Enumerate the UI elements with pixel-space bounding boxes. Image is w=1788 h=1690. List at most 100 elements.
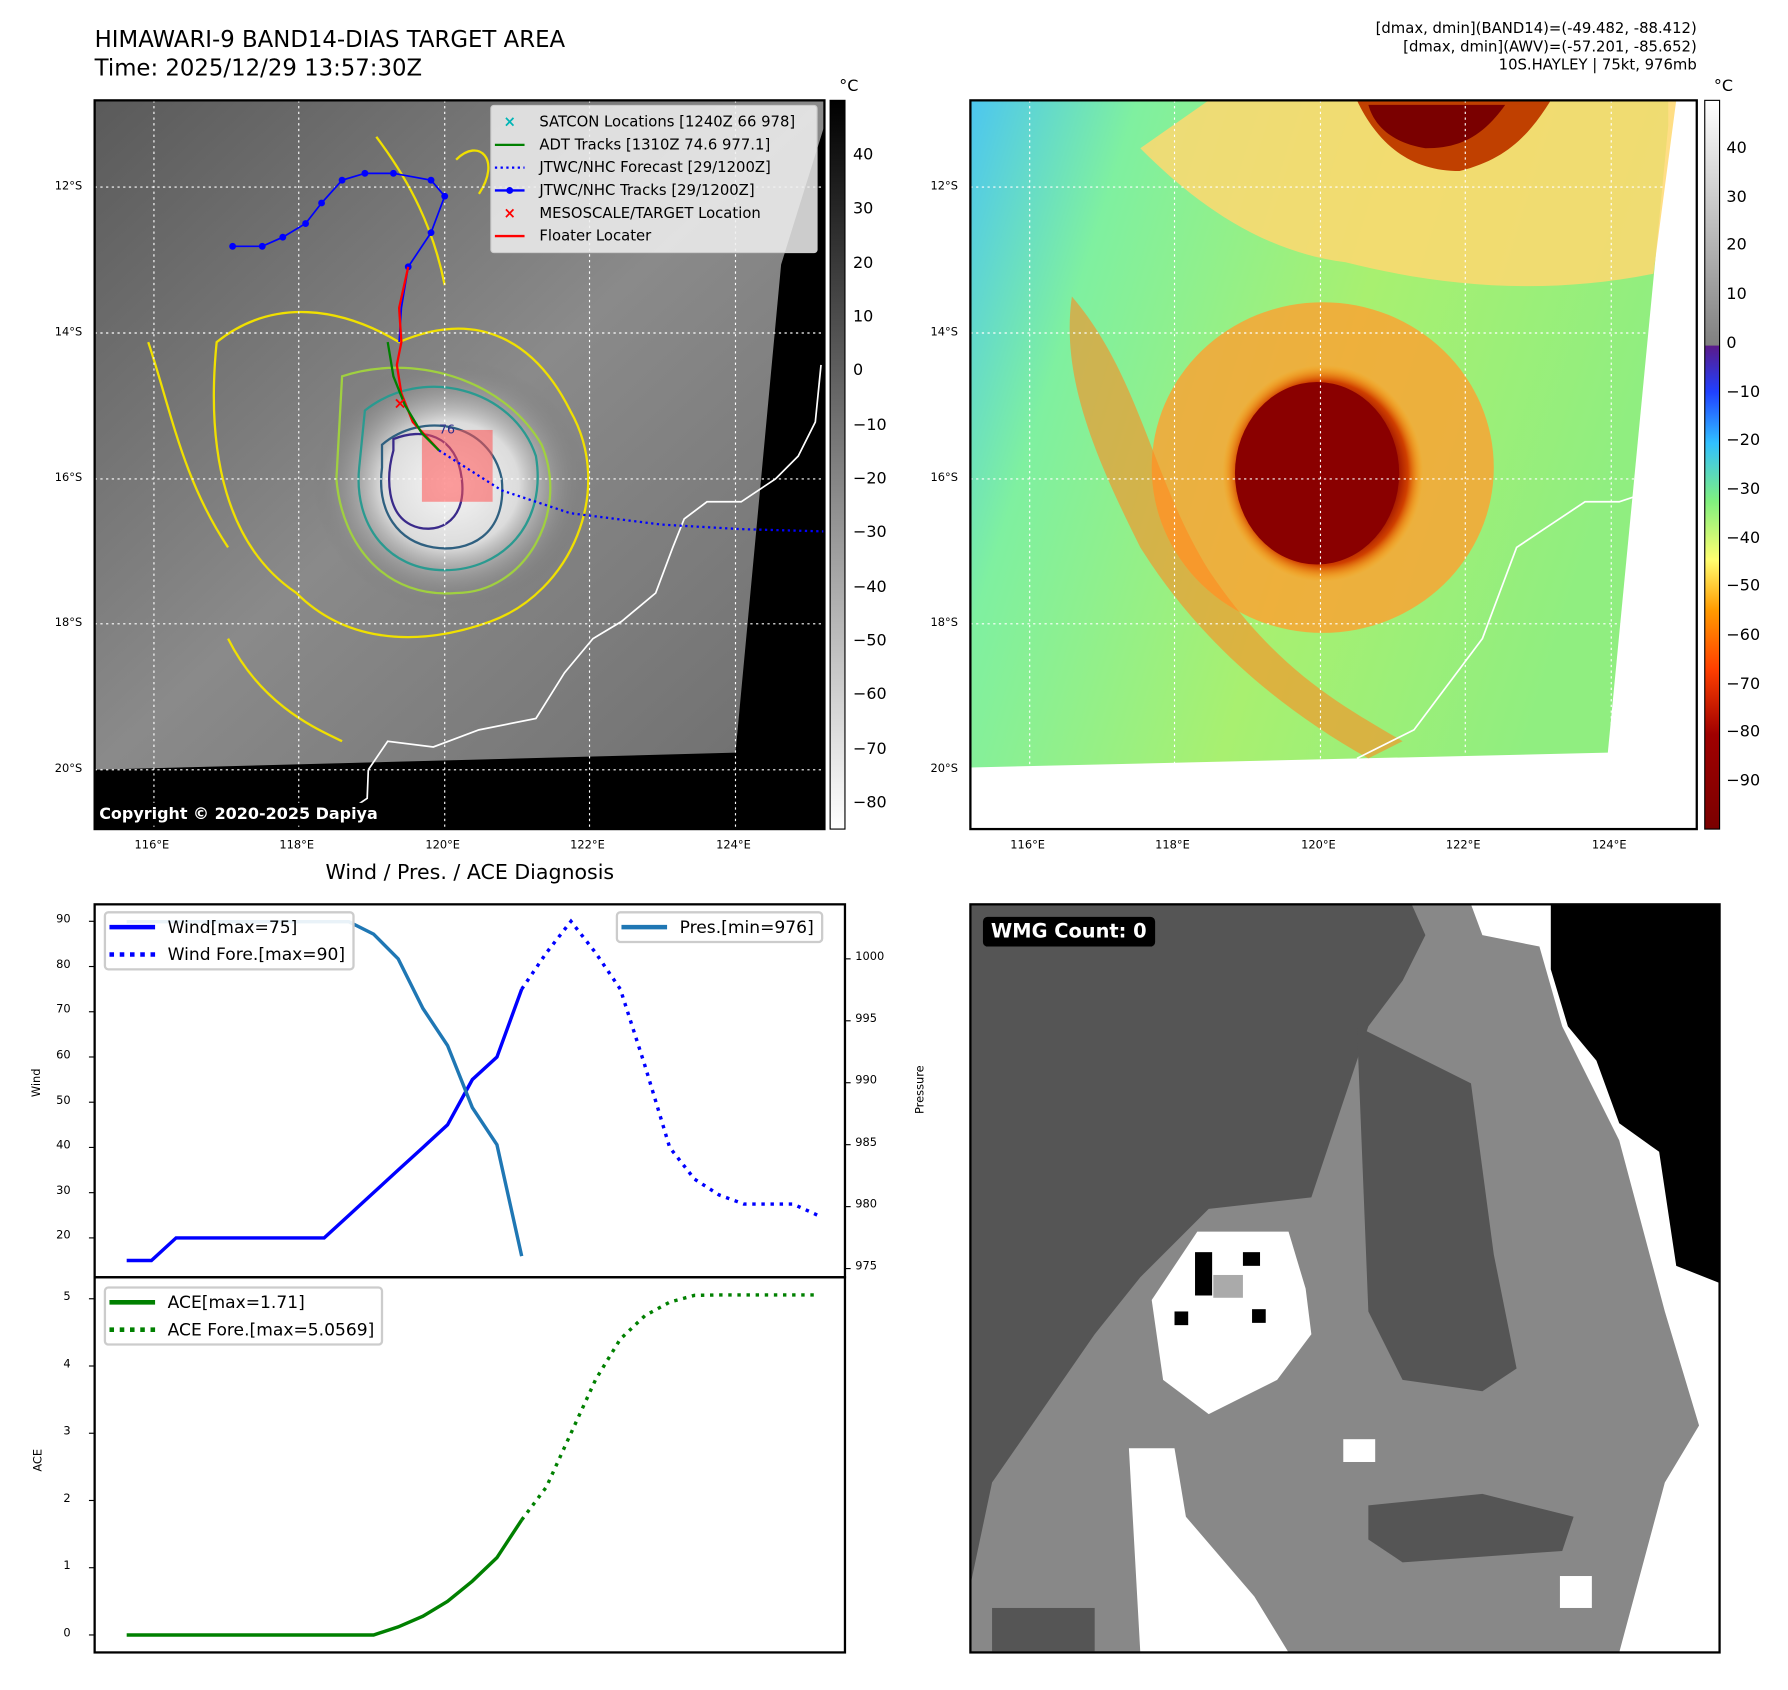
lon-label: 124°E xyxy=(1591,839,1627,852)
x-marker-icon: × xyxy=(503,113,516,131)
colorbar-tick: −60 xyxy=(852,685,887,704)
legend-label: Floater Locater xyxy=(539,227,652,245)
title-line: HIMAWARI-9 BAND14-DIAS TARGET AREA xyxy=(94,25,566,53)
solid-steelblue-line-icon xyxy=(618,924,670,930)
chart-title: Wind / Pres. / ACE Diagnosis xyxy=(325,861,615,885)
y-tick-label: 40 xyxy=(56,1139,71,1152)
y-tick-label: 60 xyxy=(56,1048,71,1062)
colorbar-tick: 40 xyxy=(852,145,874,165)
figure-title: HIMAWARI-9 BAND14-DIAS TARGET AREA Time:… xyxy=(95,25,565,82)
lon-label: 116°E xyxy=(134,839,170,852)
pressure-axis-label: Pressure xyxy=(914,1065,927,1115)
lat-label: 20°S xyxy=(54,762,83,776)
lon-label: 122°E xyxy=(1445,839,1481,852)
y-tick-label: 4 xyxy=(63,1358,71,1371)
right-colorbar xyxy=(1704,99,1721,830)
series-line-wind-fore- xyxy=(520,918,819,1217)
map-legend: × SATCON Locations [1240Z 66 978] ADT Trac… xyxy=(490,104,818,254)
lon-label: 122°E xyxy=(570,839,605,852)
svg-text:×: × xyxy=(393,393,406,412)
lat-label: 14°S xyxy=(54,326,83,339)
legend-label: ADT Tracks [1310Z 74.6 977.1] xyxy=(539,136,771,154)
y-tick-label: 20 xyxy=(56,1229,71,1243)
colorbar-tick: −70 xyxy=(1726,674,1761,694)
colorbar-tick: 20 xyxy=(1726,236,1747,255)
y-tick-label: 0 xyxy=(63,1626,71,1640)
lat-label: 12°S xyxy=(930,180,958,193)
lon-label: 124°E xyxy=(716,839,751,852)
colorbar-tick: 20 xyxy=(852,253,874,273)
wmg-count-badge: WMG Count: 0 xyxy=(982,916,1155,947)
legend-label: MESOSCALE/TARGET Location xyxy=(539,204,761,222)
band14-range: [dmax, dmin](BAND14)=(-49.482, -88.412) xyxy=(1375,20,1697,38)
y-tick-right-label: 975 xyxy=(855,1260,877,1274)
wmg-panel xyxy=(969,903,1721,1654)
y-tick-right-label: 1000 xyxy=(855,950,885,964)
storm-summary: 10S.HAYLEY | 75kt, 976mb xyxy=(1498,57,1697,75)
lon-label: 118°E xyxy=(279,839,315,852)
colorbar-tick: −10 xyxy=(1726,382,1761,401)
colorbar-tick: 30 xyxy=(852,199,874,219)
awv-map-panel xyxy=(969,99,1721,831)
coastline-right xyxy=(1356,489,1654,760)
colorbar-tick: −90 xyxy=(1726,772,1761,791)
colorbar-tick: −40 xyxy=(1726,528,1761,547)
lat-label: 16°S xyxy=(54,472,83,485)
legend-item: Floater Locater xyxy=(491,225,651,248)
line-dot-icon xyxy=(494,186,526,195)
colorbar-tick: 10 xyxy=(852,307,874,327)
time-line: Time: 2025/12/29 13:57:30Z xyxy=(94,53,423,81)
legend-item: × SATCON Locations [1240Z 66 978] xyxy=(491,111,795,134)
colorbar-tick: −50 xyxy=(1726,577,1761,596)
colorbar-tick: 0 xyxy=(852,361,864,381)
y-tick-label: 80 xyxy=(56,958,71,972)
y-tick-label: 5 xyxy=(63,1290,71,1304)
ace-legend: ACE[max=1.71] ACE Fore.[max=5.0569] xyxy=(103,1286,384,1346)
series-line-pres- xyxy=(126,919,524,1257)
colorbar-tick: −10 xyxy=(852,415,887,435)
legend-label: JTWC/NHC Tracks [29/1200Z] xyxy=(539,181,755,199)
colorbar-tick: 10 xyxy=(1726,285,1747,304)
lon-label: 118°E xyxy=(1155,839,1190,852)
wind-legend: Wind[max=75] Wind Fore.[max=90] xyxy=(103,911,355,971)
colorbar-tick: 30 xyxy=(1726,187,1747,207)
legend-wind-forecast: Wind Fore.[max=90] xyxy=(167,944,346,965)
legend-item: ADT Tracks [1310Z 74.6 977.1] xyxy=(491,133,770,156)
ace-axis-label: ACE xyxy=(32,1448,46,1472)
jtwc-track xyxy=(232,172,446,343)
colorbar-tick: 0 xyxy=(1726,333,1737,353)
lat-label: 18°S xyxy=(930,616,958,630)
lat-label: 20°S xyxy=(930,762,958,776)
dotted-blue-line-icon xyxy=(106,952,158,957)
lon-label: 120°E xyxy=(425,839,461,852)
legend-label: SATCON Locations [1240Z 66 978] xyxy=(539,113,796,131)
line-icon xyxy=(494,143,526,148)
colorbar-tick: −60 xyxy=(1726,626,1761,645)
coastline xyxy=(367,364,822,771)
series-line-ace-fore- xyxy=(520,1293,818,1521)
legend-pressure: Pres.[min=976] xyxy=(679,916,814,938)
floater-track xyxy=(395,266,440,452)
pressure-legend: Pres.[min=976] xyxy=(615,911,823,944)
lat-label: 14°S xyxy=(930,326,958,339)
ace-axes xyxy=(93,1276,847,1654)
colorbar-tick: −70 xyxy=(852,739,887,758)
dotted-green-line-icon xyxy=(106,1327,158,1332)
y-tick-right-label: 985 xyxy=(855,1136,877,1150)
target-area-box xyxy=(421,429,493,502)
awv-range: [dmax, dmin](AWV)=(-57.201, -85.652) xyxy=(1403,38,1697,56)
y-tick-label: 90 xyxy=(56,913,71,926)
y-tick-label: 3 xyxy=(63,1425,71,1438)
colorbar-tick: −80 xyxy=(1726,723,1761,742)
colorbar-tick: −80 xyxy=(852,793,887,812)
y-tick-label: 50 xyxy=(56,1094,71,1107)
y-tick-right-label: 990 xyxy=(855,1074,877,1088)
colorbar-tick: −20 xyxy=(1726,431,1761,450)
lon-label: 116°E xyxy=(1010,839,1045,852)
colorbar-tick: −30 xyxy=(1726,479,1761,499)
wind-axis-label: Wind xyxy=(30,1068,44,1098)
y-tick-label: 2 xyxy=(63,1492,71,1506)
colorbar-tick: −30 xyxy=(852,523,887,543)
intensity-annotation: 76 xyxy=(439,421,455,436)
